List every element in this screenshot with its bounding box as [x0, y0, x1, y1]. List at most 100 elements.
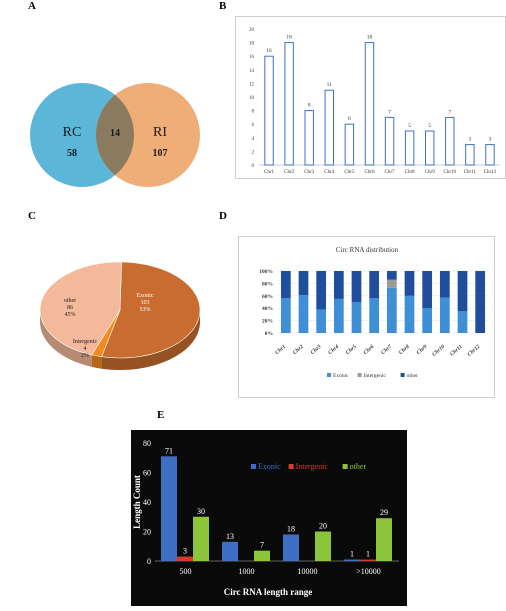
stacked-bar-segment	[351, 271, 362, 302]
x-axis-title: Circ RNA length range	[224, 587, 313, 597]
circrna-type-pie: Exonic 103 53% Intergenic 4 2% other 86 45%	[39, 261, 201, 370]
legend-swatch	[288, 464, 294, 469]
y-tick-label: 18	[249, 42, 255, 47]
stacked-bar-segment	[457, 271, 468, 312]
y-axis-title: Length Count	[132, 475, 142, 529]
legend-label: Exonic	[258, 462, 281, 471]
stacked-bar-segment	[351, 302, 362, 333]
y-tick-label: 6	[252, 123, 255, 128]
panel-label-a: A	[28, 0, 36, 12]
pie-label-line: 53%	[140, 307, 151, 313]
y-tick-label: 20%	[262, 319, 273, 325]
pie-slice-label: Intergenic 4 2%	[73, 339, 98, 359]
stacked-bar-segment	[457, 311, 468, 333]
venn-count-ri: 107	[153, 148, 168, 159]
x-tick-label: Chr9	[416, 344, 429, 356]
circrna-distribution-chart: Circ RNA distribution 0% 20% 40% 60% 80% 100% C…	[259, 246, 489, 379]
bar	[404, 130, 415, 166]
pie-label-line: 86	[67, 305, 73, 311]
bar	[177, 556, 193, 561]
stacked-bar-segment	[369, 298, 380, 333]
bar-value-label: 8	[308, 103, 311, 109]
legend-label: Exonic	[333, 373, 349, 379]
venn-intersection	[96, 83, 134, 187]
stacked-bar-segment	[369, 271, 380, 299]
chr-bar-chart: 0 2 4 6 8 10 12 14 16 18 20 16 Chr1 18 Chr2 8 Chr3 11 Chr4…	[249, 28, 500, 175]
stacked-bar-segment	[333, 271, 344, 299]
bar	[284, 42, 294, 166]
x-tick-label: Chr3	[304, 170, 315, 175]
y-tick-label: 20	[249, 28, 255, 33]
bar-value-label: 16	[266, 48, 272, 54]
legend-label: other	[407, 373, 418, 379]
pie-label-line: 103	[141, 300, 150, 306]
x-tick-label: Chr7	[385, 170, 396, 175]
pie-slice-label: Exonic 103 53%	[137, 293, 154, 313]
x-tick-label: Chr10	[431, 344, 446, 358]
bar-value-label: 11	[327, 82, 333, 88]
bar	[344, 559, 360, 561]
x-tick-label: Chr11	[464, 170, 477, 175]
bar	[304, 110, 314, 166]
y-tick-label: 80	[143, 439, 151, 448]
stacked-bar-segment	[316, 271, 327, 310]
stacked-bar-segment	[386, 271, 397, 280]
venn-count-intersection: 14	[110, 128, 120, 139]
x-tick-label: Chr3	[310, 344, 323, 356]
bar-value-label: 13	[226, 532, 234, 541]
x-tick-label: 500	[180, 567, 192, 576]
pie-label-line: 4	[84, 346, 87, 352]
x-tick-label: Chr5	[344, 170, 355, 175]
legend-swatch	[251, 464, 256, 469]
y-tick-label: 10	[249, 96, 255, 101]
stacked-bar-segment	[404, 271, 415, 296]
legend-label: Intergenic	[364, 373, 387, 379]
stacked-bar-segment	[298, 295, 309, 333]
bar-value-label: 5	[408, 123, 411, 129]
stacked-bar-segment	[386, 287, 397, 333]
stacked-bar-segment	[280, 271, 291, 299]
legend-label: Intergenic	[296, 462, 329, 471]
y-tick-label: 14	[249, 69, 255, 74]
bar	[360, 559, 376, 561]
legend-swatch	[400, 373, 405, 377]
bar-value-label: 7	[260, 541, 264, 550]
bar-value-label: 18	[286, 35, 292, 41]
pie-label-line: Exonic	[137, 293, 154, 299]
bar-value-label: 6	[348, 116, 351, 122]
x-tick-label: Chr6	[364, 170, 375, 175]
bar-value-label: 7	[388, 109, 391, 115]
bar-value-label: 5	[428, 123, 431, 129]
y-tick-label: 16	[249, 55, 255, 60]
bar	[485, 144, 495, 166]
panel-label-e: E	[157, 409, 165, 421]
x-tick-label: Chr1	[274, 344, 287, 356]
stacked-bar-segment	[439, 297, 450, 333]
bar	[324, 89, 335, 166]
x-tick-label: Chr1	[264, 170, 275, 175]
x-tick-label: Chr9	[425, 170, 436, 175]
y-tick-label: 60	[143, 469, 151, 478]
bar	[193, 516, 209, 561]
x-tick-label: 10000	[298, 567, 318, 576]
x-tick-label: 1000	[239, 567, 255, 576]
bar	[283, 534, 299, 561]
stacked-bar-segment	[475, 271, 486, 333]
x-tick-label: Chr4	[324, 170, 335, 175]
bar	[315, 531, 331, 561]
y-tick-label: 8	[252, 110, 255, 115]
pie-slice-side	[101, 310, 200, 370]
bar	[445, 116, 455, 166]
bar	[264, 55, 274, 166]
chr-bar-chart-frame: 0 2 4 6 8 10 12 14 16 18 20 16 Chr1 18 Chr2 8 Chr3 11 Chr4…	[235, 16, 506, 179]
bar	[254, 550, 270, 561]
y-tick-label: 20	[143, 528, 151, 537]
venn-diagram: RC 58 14 RI 107	[30, 83, 200, 187]
x-tick-label: Chr2	[284, 170, 295, 175]
bar-value-label: 29	[380, 508, 388, 517]
pie-slice	[39, 261, 122, 356]
venn-label-ri: RI	[153, 125, 167, 140]
y-tick-label: 100%	[259, 269, 273, 275]
bar	[384, 116, 395, 166]
length-count-chart-frame: 0 20 40 60 80 71 3 30 500 13 7 1000 18 20 10000 1 1 29 >10…	[131, 430, 407, 606]
